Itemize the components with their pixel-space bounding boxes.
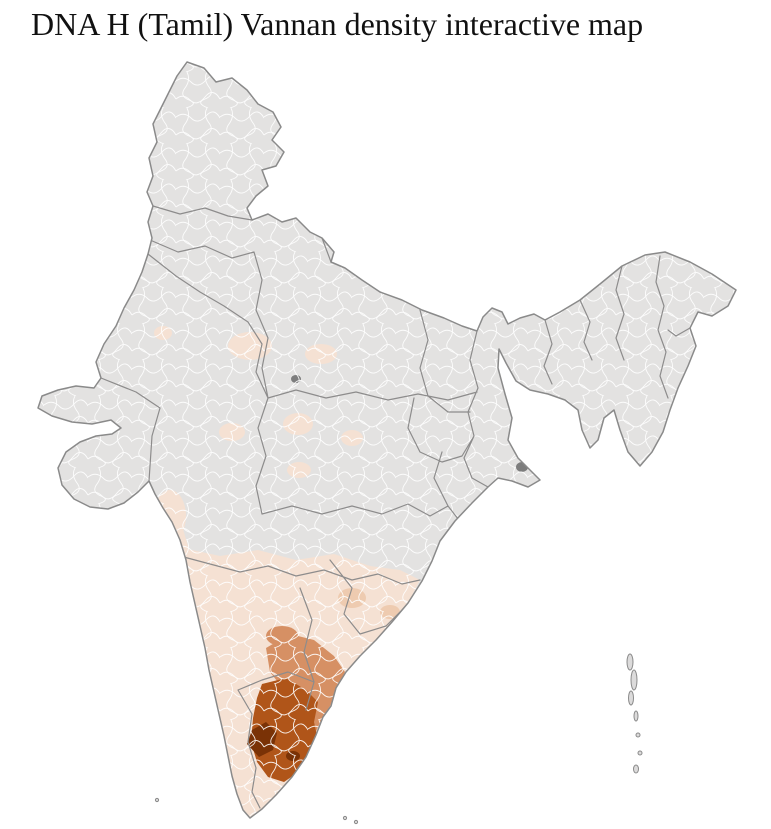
island[interactable] — [628, 690, 634, 706]
island[interactable] — [633, 764, 639, 774]
district-boundaries-overlay — [38, 62, 736, 818]
lakshadweep-islands[interactable] — [154, 797, 359, 825]
island[interactable] — [342, 815, 348, 821]
island[interactable] — [626, 653, 634, 671]
island[interactable] — [633, 710, 639, 722]
island[interactable] — [635, 732, 641, 738]
mainland-group — [37, 61, 737, 819]
island[interactable] — [637, 750, 643, 756]
region-bengal-lowmid-density[interactable] — [519, 413, 535, 435]
andaman-nicobar-islands[interactable] — [626, 653, 643, 774]
island[interactable] — [630, 669, 638, 691]
island[interactable] — [353, 819, 359, 825]
island[interactable] — [154, 797, 160, 803]
page-title: DNA H (Tamil) Vannan density interactive… — [31, 6, 644, 42]
